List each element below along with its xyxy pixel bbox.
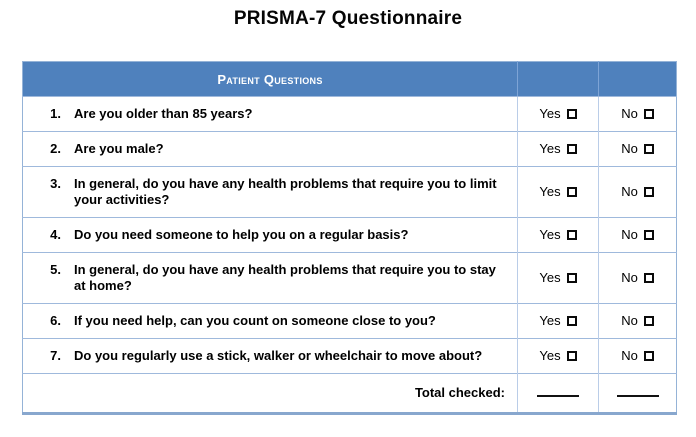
question-number: 7.: [50, 348, 61, 363]
prisma7-table: Patient Questions 1. Are you older than …: [22, 61, 677, 415]
question-row-1: 1. Are you older than 85 years? Yes No: [22, 96, 677, 132]
yes-cell: Yes: [517, 252, 599, 304]
yes-label: Yes: [539, 106, 561, 121]
question-cell: 6. If you need help, can you count on so…: [22, 303, 518, 339]
yes-label: Yes: [539, 184, 561, 199]
question-number: 1.: [50, 106, 61, 121]
yes-checkbox[interactable]: [566, 230, 577, 240]
question-row-2: 2. Are you male? Yes No: [22, 131, 677, 167]
yes-label: Yes: [539, 313, 561, 328]
question-number: 2.: [50, 141, 61, 156]
no-cell: No: [598, 252, 677, 304]
total-yes-blank-field[interactable]: [537, 385, 579, 397]
total-checked-label: Total checked:: [22, 373, 518, 414]
question-number: 6.: [50, 313, 61, 328]
yes-checkbox[interactable]: [566, 187, 577, 197]
yes-checkbox[interactable]: [566, 351, 577, 361]
question-text: Are you male?: [74, 141, 164, 156]
yes-checkbox[interactable]: [566, 273, 577, 283]
yes-cell: Yes: [517, 303, 599, 339]
no-cell: No: [598, 96, 677, 132]
no-cell: No: [598, 217, 677, 253]
no-label: No: [621, 141, 638, 156]
yes-cell: Yes: [517, 131, 599, 167]
yes-checkbox[interactable]: [566, 109, 577, 119]
no-label: No: [621, 106, 638, 121]
yes-label: Yes: [539, 141, 561, 156]
yes-column-header: [517, 61, 599, 97]
question-row-4: 4. Do you need someone to help you on a …: [22, 217, 677, 253]
no-column-header: [598, 61, 677, 97]
total-yes-cell: [517, 373, 599, 414]
question-row-7: 7. Do you regularly use a stick, walker …: [22, 338, 677, 374]
table-header-row: Patient Questions: [22, 61, 677, 97]
question-text: In general, do you have any health probl…: [74, 262, 496, 293]
no-label: No: [621, 313, 638, 328]
question-text: In general, do you have any health probl…: [74, 176, 497, 207]
question-row-5: 5. In general, do you have any health pr…: [22, 252, 677, 304]
question-cell: 3. In general, do you have any health pr…: [22, 166, 518, 218]
no-checkbox[interactable]: [643, 109, 654, 119]
patient-questions-header: Patient Questions: [22, 61, 518, 97]
no-checkbox[interactable]: [643, 351, 654, 361]
question-row-6: 6. If you need help, can you count on so…: [22, 303, 677, 339]
yes-checkbox[interactable]: [566, 144, 577, 154]
no-cell: No: [598, 131, 677, 167]
no-cell: No: [598, 338, 677, 374]
question-row-3: 3. In general, do you have any health pr…: [22, 166, 677, 218]
yes-cell: Yes: [517, 338, 599, 374]
question-text: Are you older than 85 years?: [74, 106, 253, 121]
no-cell: No: [598, 303, 677, 339]
yes-cell: Yes: [517, 217, 599, 253]
no-checkbox[interactable]: [643, 316, 654, 326]
no-label: No: [621, 270, 638, 285]
no-cell: No: [598, 166, 677, 218]
question-text: If you need help, can you count on someo…: [74, 313, 436, 328]
question-text: Do you regularly use a stick, walker or …: [74, 348, 483, 363]
no-label: No: [621, 184, 638, 199]
question-number: 4.: [50, 227, 61, 242]
total-no-cell: [598, 373, 677, 414]
question-cell: 4. Do you need someone to help you on a …: [22, 217, 518, 253]
question-number: 5.: [50, 262, 61, 277]
yes-cell: Yes: [517, 166, 599, 218]
page-title: PRISMA-7 Questionnaire: [233, 8, 463, 29]
question-cell: 5. In general, do you have any health pr…: [22, 252, 518, 304]
yes-label: Yes: [539, 227, 561, 242]
no-checkbox[interactable]: [643, 144, 654, 154]
question-cell: 7. Do you regularly use a stick, walker …: [22, 338, 518, 374]
no-checkbox[interactable]: [643, 273, 654, 283]
question-number: 3.: [50, 176, 61, 191]
no-label: No: [621, 348, 638, 363]
total-row: Total checked:: [22, 373, 677, 414]
yes-label: Yes: [539, 270, 561, 285]
questionnaire-page: PRISMA-7 Questionnaire Patient Questions…: [0, 8, 696, 437]
question-text: Do you need someone to help you on a reg…: [74, 227, 409, 242]
question-cell: 1. Are you older than 85 years?: [22, 96, 518, 132]
no-checkbox[interactable]: [643, 187, 654, 197]
yes-cell: Yes: [517, 96, 599, 132]
no-checkbox[interactable]: [643, 230, 654, 240]
yes-checkbox[interactable]: [566, 316, 577, 326]
yes-label: Yes: [539, 348, 561, 363]
total-no-blank-field[interactable]: [616, 385, 659, 397]
question-cell: 2. Are you male?: [22, 131, 518, 167]
no-label: No: [621, 227, 638, 242]
